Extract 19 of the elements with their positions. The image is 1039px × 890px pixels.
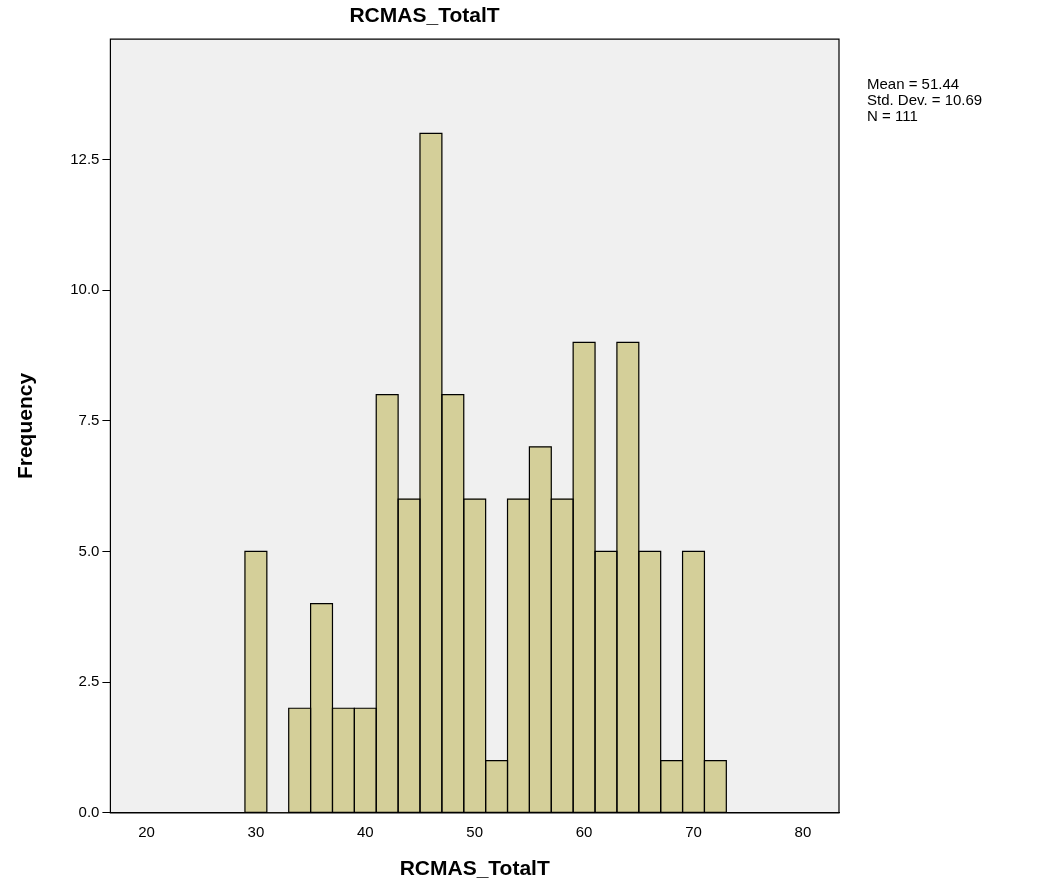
y-tick-label: 2.5 <box>78 672 100 690</box>
y-tick-label: 7.5 <box>78 410 100 428</box>
x-tick-label: 80 <box>794 822 812 840</box>
text: N = 111 <box>867 106 918 124</box>
x-tick-label: 20 <box>138 822 155 840</box>
text: Mean = 51.44 <box>867 74 960 92</box>
x-axis-title: RCMAS_TotalT <box>399 856 550 880</box>
x-tick-label: 50 <box>466 822 484 840</box>
y-tick-label: 5.0 <box>78 541 100 559</box>
x-tick-label: 40 <box>356 822 374 840</box>
text: Std. Dev. = 10.69 <box>867 90 983 108</box>
y-tick-label: 0.0 <box>78 802 100 820</box>
y-axis-title: Frequency <box>13 372 37 480</box>
y-tick-label: 10.0 <box>70 280 100 298</box>
x-tick-label: 70 <box>685 822 702 840</box>
y-tick-label: 12.5 <box>70 149 100 167</box>
x-tick-label: 60 <box>575 822 593 840</box>
x-tick-label: 30 <box>247 822 265 840</box>
chart-title: RCMAS_TotalT <box>349 3 500 27</box>
